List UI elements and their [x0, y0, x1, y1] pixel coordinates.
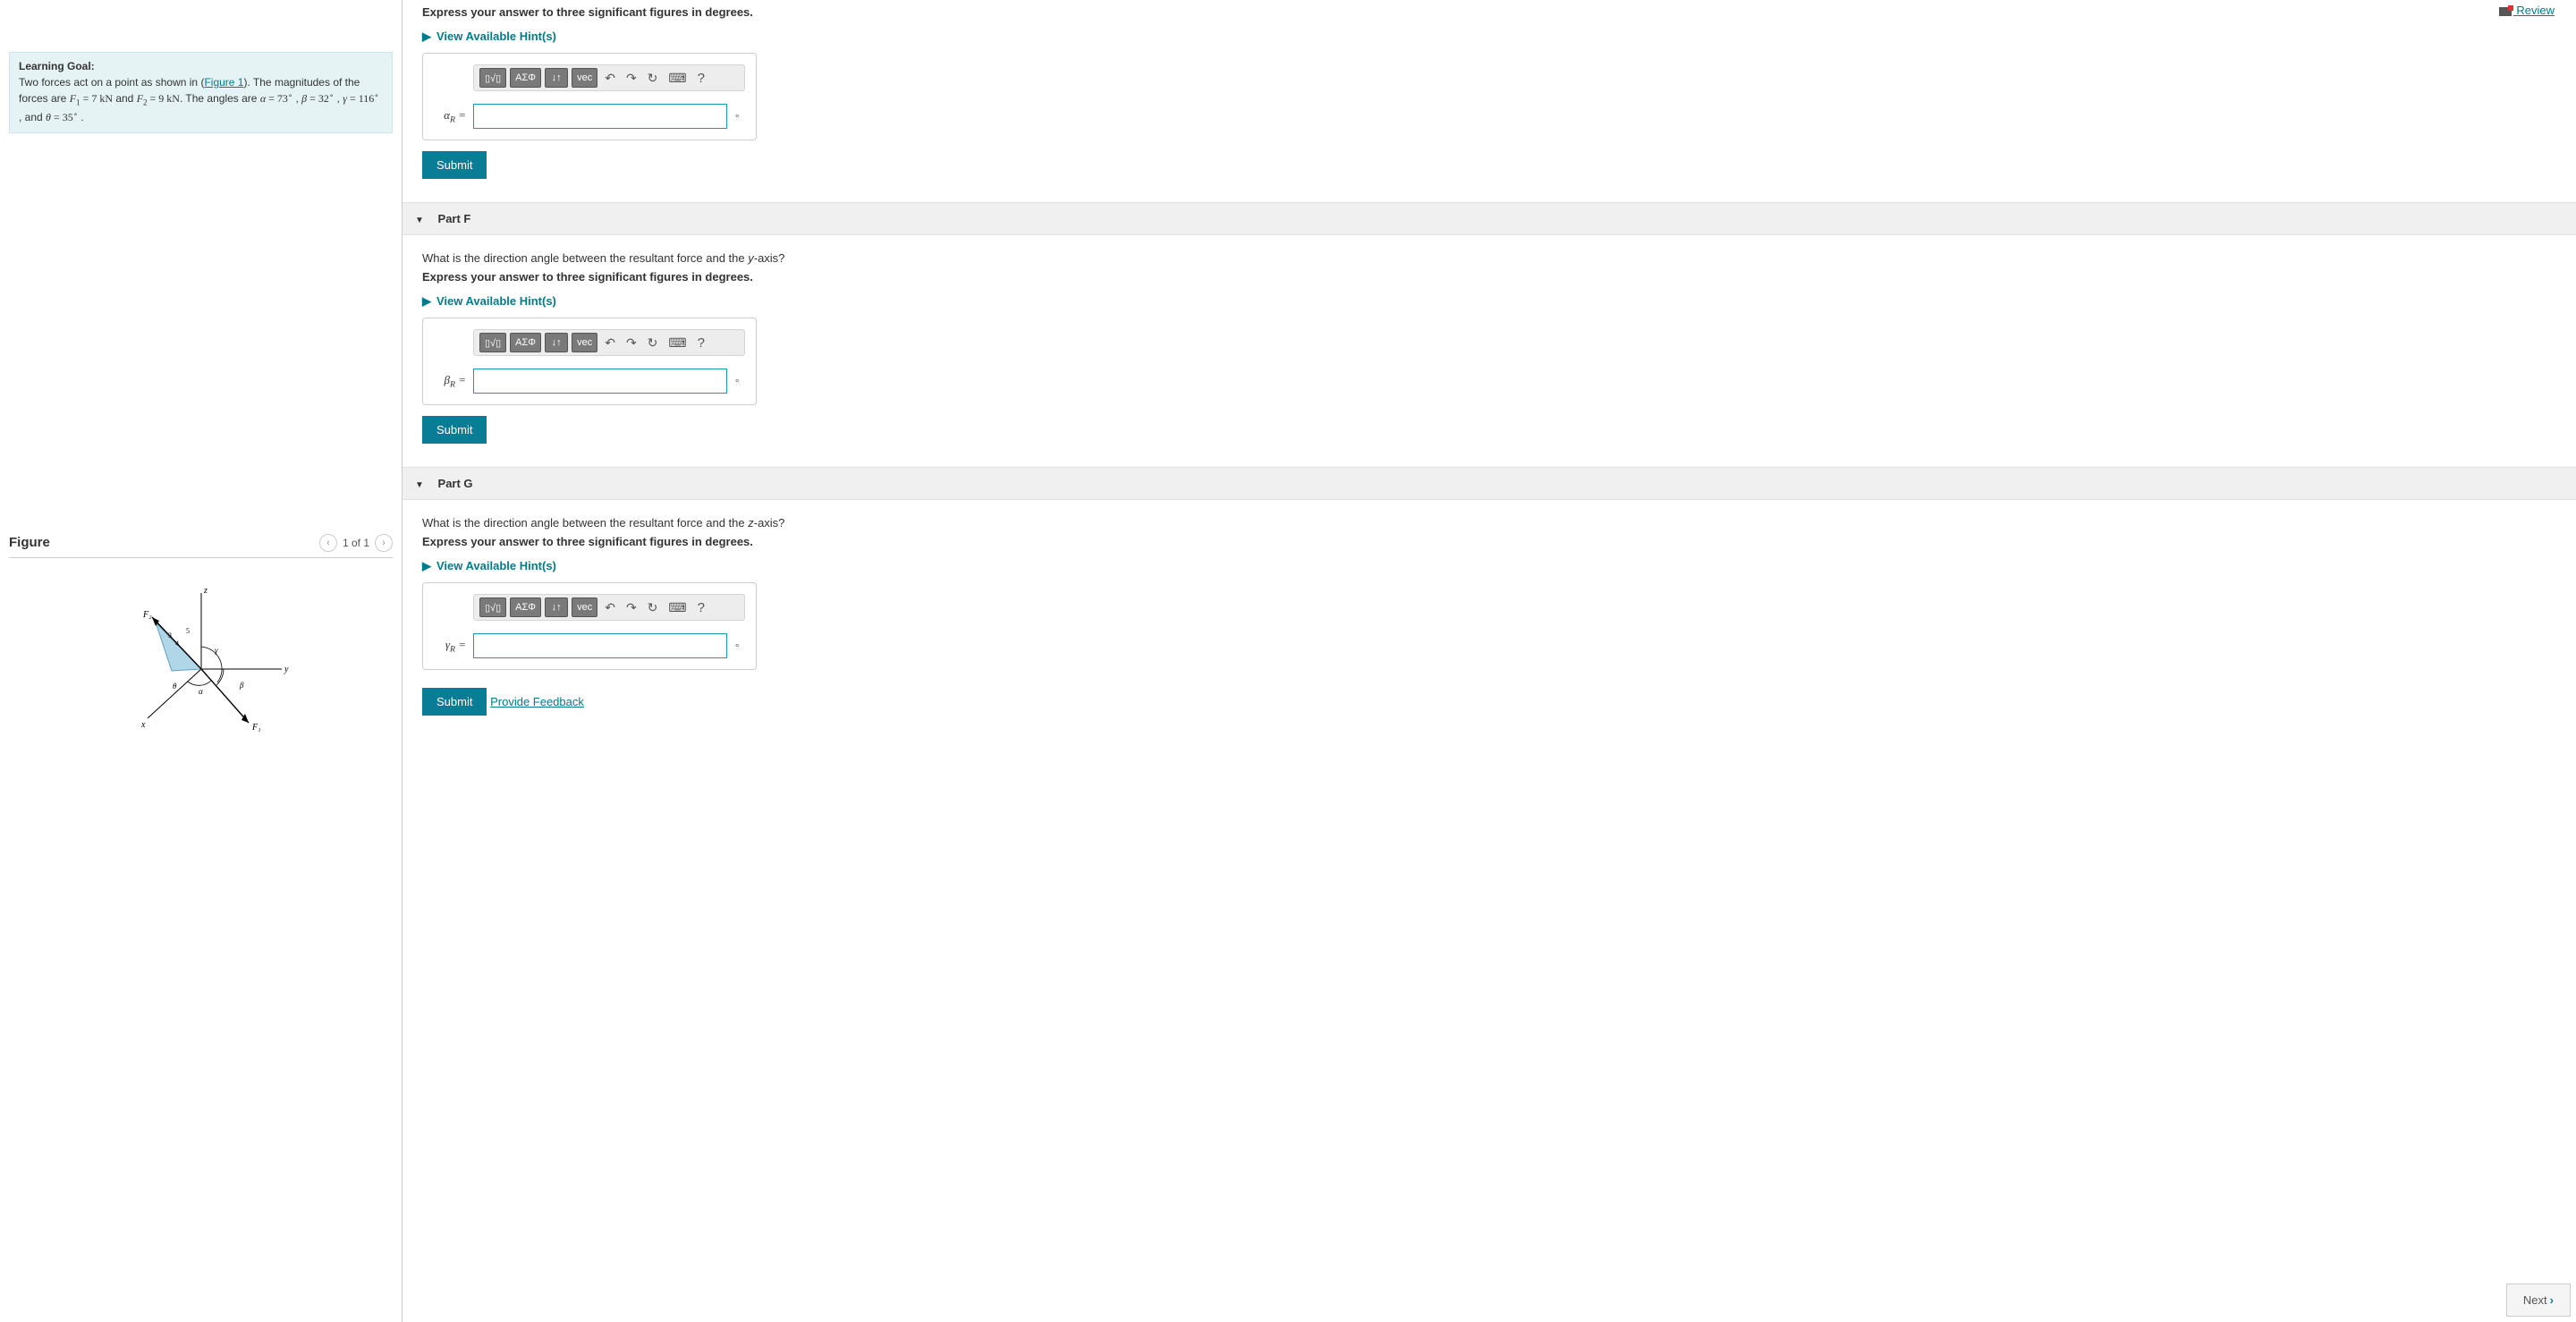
triangle-right-icon: ▶ — [422, 559, 431, 572]
review-link[interactable]: Review — [2499, 4, 2555, 17]
subsup-button[interactable]: ↓↑ — [545, 597, 568, 617]
degree-unit: ∘ — [734, 112, 745, 122]
undo-icon[interactable]: ↶ — [601, 335, 619, 351]
svg-text:F₁: F₁ — [251, 723, 261, 733]
part-f-question: What is the direction angle between the … — [422, 251, 2556, 265]
triangle-right-icon: ▶ — [422, 294, 431, 308]
greek-button[interactable]: ΑΣΦ — [510, 68, 541, 88]
svg-text:3: 3 — [168, 631, 172, 640]
svg-text:α: α — [199, 687, 203, 696]
templates-button[interactable]: ▯√▯ — [479, 68, 506, 88]
help-icon[interactable]: ? — [694, 335, 708, 351]
figure-prev-button[interactable]: ‹ — [319, 534, 337, 552]
help-icon[interactable]: ? — [694, 600, 708, 615]
part-g-question: What is the direction angle between the … — [422, 516, 2556, 530]
keyboard-icon[interactable]: ⌨ — [665, 600, 690, 615]
figure-image: z y x F₂ F₁ β γ α — [9, 580, 393, 736]
svg-text:β: β — [239, 681, 244, 690]
learning-goal-title: Learning Goal: — [19, 60, 383, 72]
part-e-toolbar: ▯√▯ ΑΣΦ ↓↑ vec ↶ ↷ ↻ ⌨ ? — [473, 64, 745, 91]
vec-button[interactable]: vec — [572, 68, 597, 88]
subsup-button[interactable]: ↓↑ — [545, 68, 568, 88]
triangle-right-icon: ▶ — [422, 30, 431, 43]
part-e-answer-box: ▯√▯ ΑΣΦ ↓↑ vec ↶ ↷ ↻ ⌨ ? αR = ∘ — [422, 53, 757, 140]
undo-icon[interactable]: ↶ — [601, 71, 619, 86]
part-f-hints-toggle[interactable]: ▶View Available Hint(s) — [422, 294, 556, 309]
part-f-answer-input[interactable] — [473, 369, 727, 394]
svg-text:y: y — [284, 665, 289, 674]
svg-text:F₂: F₂ — [142, 610, 152, 620]
undo-icon[interactable]: ↶ — [601, 600, 619, 615]
part-e-hints-toggle[interactable]: ▶View Available Hint(s) — [422, 30, 556, 44]
redo-icon[interactable]: ↷ — [623, 600, 640, 615]
reset-icon[interactable]: ↻ — [644, 600, 662, 615]
svg-text:θ: θ — [173, 682, 177, 691]
part-g-instruction: Express your answer to three significant… — [422, 535, 2556, 548]
part-e-instruction: Express your answer to three significant… — [422, 5, 2556, 19]
degree-unit: ∘ — [734, 377, 745, 386]
part-g-answer-input[interactable] — [473, 633, 727, 658]
figure-next-button[interactable]: › — [375, 534, 393, 552]
svg-text:x: x — [140, 720, 146, 730]
figure-nav-label: 1 of 1 — [343, 537, 369, 549]
part-e-submit-button[interactable]: Submit — [422, 151, 487, 179]
degree-unit: ∘ — [734, 641, 745, 651]
templates-button[interactable]: ▯√▯ — [479, 333, 506, 352]
review-icon — [2499, 7, 2512, 16]
learning-goal-box: Learning Goal: Two forces act on a point… — [9, 52, 393, 133]
part-g-toolbar: ▯√▯ ΑΣΦ ↓↑ vec ↶ ↷ ↻ ⌨ ? — [473, 594, 745, 621]
part-g-hints-toggle[interactable]: ▶View Available Hint(s) — [422, 559, 556, 573]
triangle-down-icon: ▼ — [415, 480, 424, 490]
part-f-instruction: Express your answer to three significant… — [422, 270, 2556, 284]
subsup-button[interactable]: ↓↑ — [545, 333, 568, 352]
redo-icon[interactable]: ↷ — [623, 335, 640, 351]
triangle-down-icon: ▼ — [415, 216, 424, 225]
svg-text:z: z — [203, 586, 208, 596]
svg-text:γ: γ — [215, 646, 218, 655]
keyboard-icon[interactable]: ⌨ — [665, 335, 690, 351]
part-g-answer-box: ▯√▯ ΑΣΦ ↓↑ vec ↶ ↷ ↻ ⌨ ? γR = ∘ — [422, 582, 757, 670]
provide-feedback-link[interactable]: Provide Feedback — [490, 695, 584, 708]
greek-button[interactable]: ΑΣΦ — [510, 597, 541, 617]
part-f-variable-label: βR = — [434, 373, 466, 390]
part-e-answer-input[interactable] — [473, 104, 727, 129]
figure-title: Figure — [9, 535, 50, 550]
next-button[interactable]: Next› — [2506, 1284, 2571, 1317]
svg-text:5: 5 — [186, 627, 190, 635]
chevron-right-icon: › — [2550, 1293, 2554, 1307]
vec-button[interactable]: vec — [572, 597, 597, 617]
part-g-header[interactable]: ▼ Part G — [402, 467, 2576, 500]
greek-button[interactable]: ΑΣΦ — [510, 333, 541, 352]
redo-icon[interactable]: ↷ — [623, 71, 640, 86]
figure-1-link[interactable]: Figure 1 — [204, 76, 243, 89]
part-f-answer-box: ▯√▯ ΑΣΦ ↓↑ vec ↶ ↷ ↻ ⌨ ? βR = ∘ — [422, 318, 757, 405]
part-e-variable-label: αR = — [434, 108, 466, 125]
keyboard-icon[interactable]: ⌨ — [665, 71, 690, 86]
reset-icon[interactable]: ↻ — [644, 335, 662, 351]
part-f-header[interactable]: ▼ Part F — [402, 202, 2576, 235]
vec-button[interactable]: vec — [572, 333, 597, 352]
part-f-toolbar: ▯√▯ ΑΣΦ ↓↑ vec ↶ ↷ ↻ ⌨ ? — [473, 329, 745, 356]
help-icon[interactable]: ? — [694, 71, 708, 86]
part-f-submit-button[interactable]: Submit — [422, 416, 487, 444]
templates-button[interactable]: ▯√▯ — [479, 597, 506, 617]
part-g-submit-button[interactable]: Submit — [422, 688, 487, 716]
part-g-variable-label: γR = — [434, 638, 466, 655]
learning-goal-text: Two forces act on a point as shown in (F… — [19, 74, 383, 125]
svg-text:4: 4 — [175, 640, 179, 648]
reset-icon[interactable]: ↻ — [644, 71, 662, 86]
